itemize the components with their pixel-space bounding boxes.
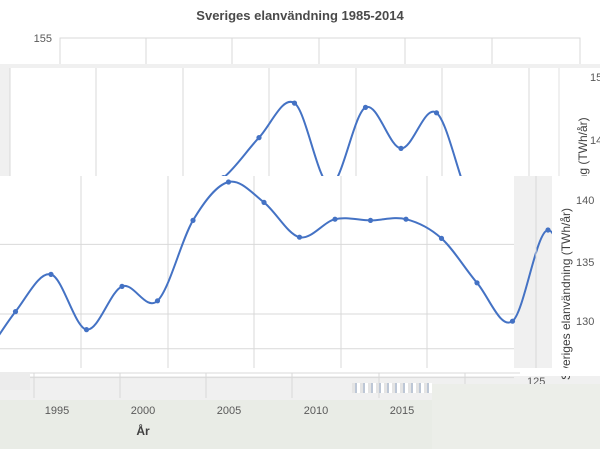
x-axis-title: År	[136, 423, 150, 438]
middle-point-1999	[256, 135, 262, 141]
bottom-point-1987	[48, 271, 54, 277]
bottom-point-1998	[438, 235, 445, 241]
middle-y-tick-label-2: 145	[590, 135, 600, 147]
top-y-tick-label: 155	[34, 33, 52, 45]
y-tick-label-135: 135	[576, 257, 594, 269]
middle-point-2002	[362, 104, 369, 110]
middle-point-2000	[291, 100, 298, 106]
bottom-point-1988	[83, 327, 90, 333]
compression-artifact-3	[0, 372, 30, 390]
bottom-point-1996	[367, 217, 374, 223]
compression-artifact	[352, 383, 432, 393]
y-tick-label-140: 140	[576, 195, 594, 207]
bottom-point-2001	[545, 227, 551, 233]
compression-artifact-2	[432, 384, 600, 449]
x-tick-label-2015: 2015	[390, 405, 414, 417]
chart-panel-middle: 150 145ing (TWh/år)	[0, 64, 600, 190]
x-tick-label-2010: 2010	[304, 405, 328, 417]
middle-plot-area	[10, 68, 558, 190]
middle-point-2004	[433, 110, 440, 116]
bottom-point-1992	[225, 179, 232, 185]
x-tick-label-1995: 1995	[45, 405, 69, 417]
middle-y-tick-label-1: 150	[590, 72, 600, 84]
bottom-point-1989	[119, 283, 125, 289]
y-axis-title: Sveriges elanvändning (TWh/år)	[559, 208, 573, 380]
chart-title: Sveriges elanvändning 1985-2014	[196, 8, 404, 23]
bottom-axis-area	[552, 176, 600, 376]
chart-svg-middle: 150 145ing (TWh/år)	[9, 68, 600, 190]
middle-point-2003	[398, 145, 404, 151]
bottom-point-2000	[509, 318, 516, 324]
chart-svg-bottom: Sveriges elanvändning (TWh/år)140 135 130 1…	[0, 176, 600, 449]
bottom-point-1986	[12, 309, 19, 315]
bottom-plot-area	[0, 176, 514, 372]
x-tick-label-2005: 2005	[217, 405, 241, 417]
x-label-strip	[0, 400, 432, 449]
middle-y-axis-title: ing (TWh/år)	[576, 117, 590, 184]
bottom-point-1995	[332, 216, 338, 222]
x-tick-label-2000: 2000	[131, 405, 155, 417]
bottom-point-1997	[403, 216, 409, 222]
bottom-axis-gap	[0, 368, 600, 376]
middle-axis-area	[560, 68, 600, 190]
bottom-point-1990	[154, 298, 161, 304]
bottom-point-1991	[190, 217, 196, 223]
y-tick-label-130: 130	[576, 316, 594, 328]
bottom-point-1999	[474, 280, 480, 286]
bottom-point-1994	[296, 234, 303, 240]
bottom-point-1993	[261, 199, 267, 205]
